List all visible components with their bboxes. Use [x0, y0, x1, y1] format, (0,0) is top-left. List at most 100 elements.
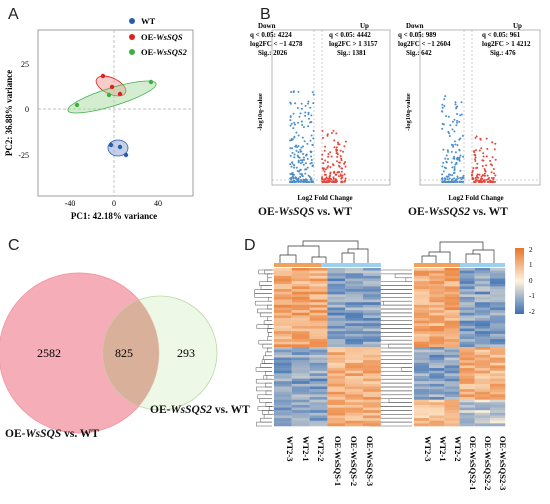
heatmap1-cell [363, 331, 381, 335]
volcano2-down-point [444, 95, 447, 98]
volcano1-down-point [307, 100, 310, 103]
volcano2-down-point [441, 106, 444, 109]
volcano1-down-point [302, 145, 304, 148]
heatmap1-cell [291, 328, 310, 332]
heatmap1-cell [345, 328, 363, 332]
volcano1-down-point [300, 102, 303, 105]
heatmap2-cell [490, 394, 506, 398]
volcano1-caption-pre: OE- [258, 206, 279, 218]
volcano1-up-point [340, 170, 343, 173]
volcano1-down-point [290, 122, 293, 125]
heatmap1-cell [363, 383, 381, 387]
oe2-point [106, 92, 112, 98]
volcano1-down-point [302, 163, 305, 166]
scale-label-neg1: -1 [529, 292, 535, 300]
heatmap1-cell [327, 275, 346, 279]
volcano2-down-point [445, 161, 448, 164]
volcano1-down-point [311, 180, 314, 183]
heatmap1-group-bar-oe [321, 263, 381, 267]
heatmap2-cell [474, 410, 490, 414]
heatmap1-cell [309, 391, 328, 395]
heatmap1-cell [345, 281, 363, 285]
heatmap1-cell [345, 296, 363, 300]
heatmap1-cell [309, 289, 328, 292]
heatmap1-cell [309, 352, 328, 356]
heatmap2-cell [474, 315, 490, 319]
wt-point [117, 144, 123, 150]
heatmap1-cell [345, 315, 363, 319]
heatmap1-cell [327, 404, 346, 408]
volcano2-down-point [459, 114, 462, 117]
volcano2-down-q: q < 0.05: 989 [398, 31, 437, 39]
heatmap2-cell [444, 362, 460, 366]
heatmap1-cell [345, 286, 363, 290]
heatmap2-cell [429, 415, 445, 419]
volcano2-down-point [452, 145, 454, 148]
oe1-point [117, 91, 123, 97]
heatmap2-cell [490, 344, 506, 348]
volcano2-up-point [492, 178, 495, 181]
heatmap1-cell [327, 339, 346, 343]
heatmap1-cell [291, 347, 310, 350]
heatmap2-cell [444, 286, 460, 290]
volcano2-up-point [475, 167, 478, 169]
heatmap1-cell [274, 402, 292, 406]
heatmap1-cell [274, 286, 292, 290]
heatmap1-cell [291, 375, 310, 379]
volcano2-down-point [451, 120, 454, 123]
heatmap2-cell [490, 289, 506, 292]
volcano1-down-point [310, 114, 313, 117]
heatmap2-cell [490, 375, 506, 379]
volcano2-up-point [473, 181, 476, 183]
volcano2-up-q: q < 0.05: 961 [482, 31, 521, 39]
heatmap1-cell [274, 370, 292, 374]
heatmap1-cell [291, 339, 310, 343]
volcano2-down-point [458, 156, 461, 159]
volcano2-up-point [492, 177, 495, 179]
heatmap2-cell [429, 302, 445, 306]
heatmap2-cell [429, 391, 445, 395]
heatmap1-cell [363, 378, 381, 382]
heatmap1-cell [327, 278, 346, 282]
heatmap1-cell [345, 304, 363, 308]
heatmap2-cell [429, 373, 445, 377]
heatmap2-cell [474, 325, 490, 329]
heatmap2-cell [490, 323, 506, 327]
volcano2-down-point [456, 181, 459, 183]
volcano1-down-point [307, 174, 310, 177]
heatmap2-cell [429, 360, 445, 364]
heatmap1-cell [363, 310, 381, 314]
heatmap2-cell [490, 410, 506, 414]
heatmap1-cell [309, 375, 328, 379]
volcano1-down-point [299, 148, 302, 151]
heatmap1-cell [345, 418, 363, 422]
volcano2-up-point [477, 181, 480, 183]
heatmap2-cell [490, 304, 506, 308]
heatmap1-cell [345, 307, 363, 311]
volcano2-down-point [458, 158, 461, 161]
volcano1-down-point [295, 176, 297, 179]
volcano2-down-point [454, 143, 457, 146]
volcano2-caption-post: vs. WT [470, 206, 508, 218]
heatmap2-cell [429, 299, 445, 303]
heatmap2-cell [459, 275, 475, 279]
heatmap1-cell [309, 307, 328, 311]
volcano1-down-point [310, 177, 313, 180]
volcano2-down-stats: Down q < 0.05: 989 log2FC < −1 2604 Sig.… [398, 22, 451, 57]
heatmap1-cell [291, 273, 310, 277]
heatmap1-cell [327, 325, 346, 329]
volcano1-up-point [332, 129, 335, 132]
volcano1-down-point [290, 165, 293, 168]
heatmap1-cell [345, 375, 363, 379]
heatmap1-cell [309, 283, 328, 287]
volcano1-down-point [310, 150, 313, 153]
heatmap1-cell [309, 270, 328, 274]
heatmap1-col-label: OE-WsSQS-1 [333, 436, 343, 486]
volcano1-down-point [310, 134, 313, 137]
heatmap1-cell [345, 394, 363, 398]
panel-label-d: D [244, 237, 256, 254]
heatmap2-cell [459, 312, 475, 316]
heatmap2-cell [414, 397, 430, 400]
volcano1-down-point [289, 139, 292, 142]
heatmap1-cell [363, 397, 381, 400]
